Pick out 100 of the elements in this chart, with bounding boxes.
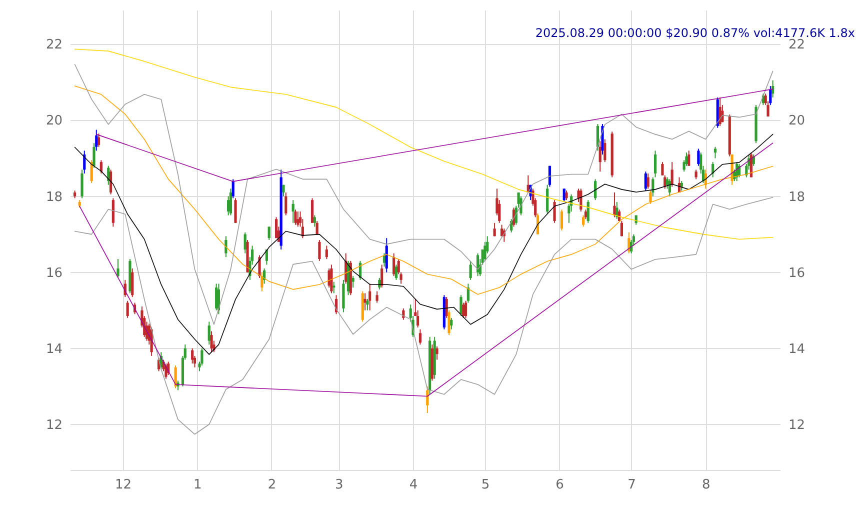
- candlestick: [80, 169, 84, 199]
- candlestick: [769, 86, 772, 106]
- candlestick: [92, 142, 96, 168]
- candlestick: [316, 220, 318, 235]
- candlestick: [112, 198, 114, 228]
- candlestick: [234, 198, 237, 224]
- candlestick: [294, 209, 297, 226]
- candlestick: [418, 328, 422, 346]
- candlestick: [466, 283, 470, 304]
- x-tick-label: 6: [556, 478, 564, 492]
- candlestick: [628, 232, 630, 254]
- y-tick-label: 16: [46, 266, 62, 281]
- x-tick-label: 5: [481, 478, 490, 492]
- candlestick: [594, 178, 597, 201]
- candlestick: [284, 192, 288, 216]
- candlestick: [274, 216, 278, 239]
- candlestick: [95, 129, 98, 152]
- candlestick: [598, 140, 602, 172]
- candlestick: [584, 209, 588, 220]
- candlestick: [97, 133, 100, 148]
- candlestick: [232, 178, 234, 199]
- candlestick: [652, 176, 654, 197]
- candlestick: [392, 252, 396, 277]
- candlestick: [448, 310, 450, 336]
- x-tick-label: 2: [268, 478, 276, 492]
- candlestick: [460, 294, 462, 317]
- x-tick-label: 8: [702, 478, 710, 492]
- y2-tick-label: 20: [788, 114, 806, 129]
- candlestick: [680, 180, 683, 192]
- candlestick: [649, 190, 652, 204]
- candlestick: [131, 268, 134, 298]
- candlestick: [330, 264, 333, 294]
- candlestick: [380, 264, 384, 288]
- candlestick: [296, 210, 300, 228]
- candlestick: [268, 226, 270, 240]
- candlestick: [644, 171, 647, 192]
- candlestick: [560, 209, 564, 231]
- candlestick: [764, 93, 767, 106]
- candlestick: [604, 138, 606, 163]
- candlestick: [772, 80, 774, 98]
- candlestick: [694, 169, 698, 180]
- y2-tick-label: 14: [788, 342, 806, 357]
- candlestick: [450, 317, 453, 330]
- candlestick: [174, 364, 177, 389]
- candlestick: [688, 150, 690, 166]
- candlestick: [476, 252, 480, 277]
- candlestick: [436, 346, 438, 360]
- candlestick: [426, 386, 429, 414]
- candlestick: [224, 236, 228, 258]
- y-tick-label: 14: [46, 342, 62, 357]
- candlestick: [292, 200, 294, 224]
- candlestick: [464, 300, 468, 318]
- candlestick: [332, 281, 336, 294]
- candlestick: [325, 245, 328, 260]
- candlestick: [229, 188, 232, 216]
- y2-tick-label: 12: [788, 418, 806, 433]
- candlestick: [462, 302, 465, 318]
- y-tick-label: 20: [46, 114, 62, 129]
- candlestick: [109, 169, 112, 195]
- candlestick: [661, 162, 664, 176]
- line-series: [74, 64, 774, 325]
- candlestick: [258, 254, 261, 279]
- y-tick-label: 12: [46, 418, 62, 433]
- y-tick-label: 18: [46, 190, 62, 205]
- y2-tick-label: 18: [788, 190, 806, 205]
- candlestick: [620, 220, 623, 237]
- candlestick: [318, 240, 321, 262]
- candlestick: [546, 184, 549, 214]
- text: 2025.08.29 00:00:00 $20.90 0.87% vol:4177.6K 1.8x: [535, 26, 855, 40]
- x-tick-label: 7: [628, 478, 636, 492]
- candlestick: [210, 330, 213, 353]
- candlestick: [313, 214, 316, 228]
- candlestick: [394, 264, 398, 280]
- candlestick: [697, 148, 700, 166]
- candlestick: [116, 258, 120, 279]
- candlestick: [553, 200, 556, 224]
- y2-tick-label: 22: [788, 38, 806, 53]
- x-tick-label: 1: [193, 478, 202, 492]
- candlestick: [586, 200, 590, 224]
- candlestick: [310, 198, 314, 224]
- candlestick: [469, 260, 472, 280]
- line-series: [74, 134, 774, 355]
- candlestick: [126, 300, 129, 318]
- candlestick: [670, 162, 674, 188]
- x-tick-label: 3: [335, 478, 344, 492]
- candlestick: [385, 238, 388, 273]
- candlestick: [368, 283, 372, 311]
- candlestick: [613, 192, 616, 218]
- candlestick: [654, 150, 657, 178]
- candlestick: [364, 292, 366, 311]
- y2-tick-label: 16: [788, 266, 806, 281]
- candlestick: [191, 348, 194, 364]
- candlestick: [382, 252, 386, 268]
- x-tick-label: 12: [114, 478, 132, 492]
- x-tick-label: 4: [409, 478, 418, 492]
- candlestick: [352, 276, 354, 288]
- candlestick: [565, 190, 568, 201]
- candlestick: [646, 172, 650, 190]
- candlestick: [493, 222, 496, 237]
- candlestick: [376, 290, 378, 304]
